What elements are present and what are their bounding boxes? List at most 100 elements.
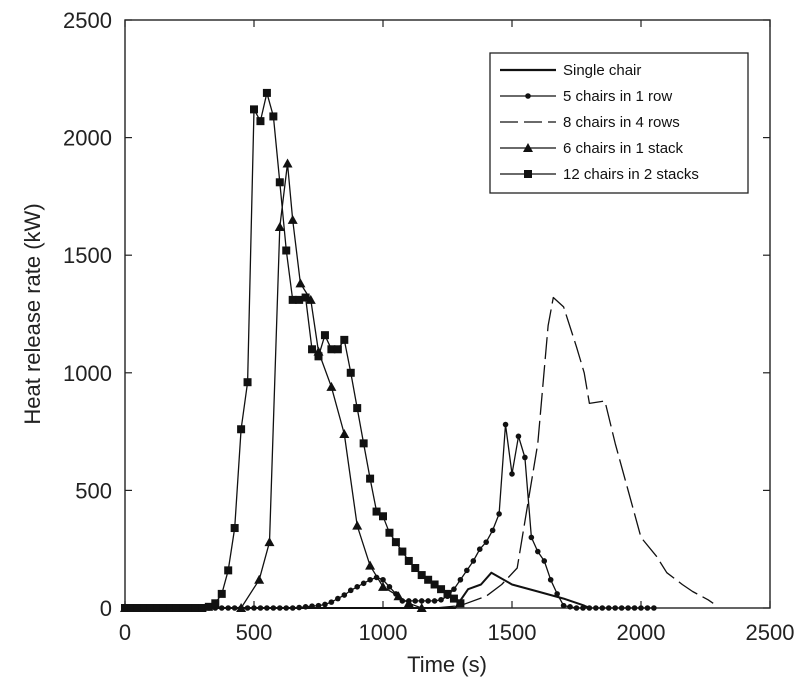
- 5-chairs-in-1-row-point: [560, 602, 567, 609]
- 5-chairs-in-1-row-point: [509, 471, 515, 477]
- y-axis-label: Heat release rate (kW): [20, 203, 45, 424]
- 12-chairs-in-2-stacks-point: [314, 352, 323, 361]
- 5-chairs-in-1-row-point: [573, 605, 580, 611]
- 5-chairs-in-1-row-point: [567, 604, 573, 610]
- 6-chairs-in-1-stack-point: [264, 537, 275, 547]
- legend-entry-6-chairs-in-1-stack: 6 chairs in 1 stack: [500, 140, 684, 157]
- y-tick-label: 2000: [63, 126, 112, 151]
- 12-chairs-in-2-stacks-point: [385, 528, 394, 537]
- 5-chairs-in-1-row-point: [354, 584, 361, 590]
- legend-12-chairs-in-2-stacks-point: [524, 170, 532, 178]
- legend-label: 12 chairs in 2 stacks: [563, 166, 699, 183]
- 12-chairs-in-2-stacks-point: [301, 293, 310, 302]
- 5-chairs-in-1-row-point: [580, 605, 586, 611]
- legend-entry-5-chairs-in-1-row: 5 chairs in 1 row: [500, 88, 672, 105]
- 12-chairs-in-2-stacks-point: [308, 345, 317, 354]
- y-tick-label: 2500: [63, 8, 112, 33]
- 5-chairs-in-1-row-point: [541, 558, 548, 564]
- 12-chairs-in-2-stacks-point: [372, 507, 381, 516]
- 12-chairs-in-2-stacks-point: [327, 345, 336, 354]
- 5-chairs-in-1-row-point: [302, 604, 309, 610]
- 6-chairs-in-1-stack-point: [236, 603, 247, 612]
- y-tick-label: 1000: [63, 361, 112, 386]
- 12-chairs-in-2-stacks-point: [191, 604, 200, 612]
- 12-chairs-in-2-stacks-point: [262, 88, 271, 97]
- 12-chairs-in-2-stacks-point: [179, 604, 188, 612]
- 5-chairs-in-1-row-point: [586, 605, 593, 611]
- 5-chairs-in-1-row-point: [470, 558, 477, 564]
- 12-chairs-in-2-stacks-point: [398, 547, 407, 556]
- 6-chairs-in-1-stack-point: [339, 428, 350, 438]
- 5-chairs-in-1-row-point: [522, 454, 528, 461]
- 12-chairs-in-2-stacks-point: [224, 566, 233, 575]
- 5-chairs-in-1-row-point: [425, 598, 431, 604]
- legend-6-chairs-in-1-stack-point: [523, 143, 533, 152]
- 5-chairs-in-1-row-point: [289, 605, 296, 611]
- 12-chairs-in-2-stacks-point: [411, 564, 420, 573]
- 12-chairs-in-2-stacks-point: [159, 604, 168, 612]
- 12-chairs-in-2-stacks-point: [379, 512, 387, 521]
- 6-chairs-in-1-stack-point: [254, 574, 265, 584]
- 5-chairs-in-1-row-point: [651, 605, 657, 611]
- 12-chairs-in-2-stacks-point: [295, 295, 304, 304]
- series-12-chairs-in-2-stacks: [121, 88, 465, 612]
- legend-label: 8 chairs in 4 rows: [563, 114, 680, 131]
- 5-chairs-in-1-row-point: [644, 605, 651, 611]
- 6-chairs-in-1-stack-point: [326, 381, 337, 391]
- series-layer: [120, 88, 714, 612]
- 12-chairs-in-2-stacks-point: [346, 368, 355, 377]
- x-axis-label: Time (s): [407, 652, 487, 677]
- 5-chairs-in-1-row-point: [535, 548, 541, 555]
- 6-chairs-in-1-stack-point: [287, 214, 298, 224]
- 12-chairs-in-2-stacks-point: [243, 378, 252, 387]
- 5-chairs-in-1-row-point: [483, 539, 490, 545]
- 5-chairs-in-1-row-point: [528, 534, 535, 541]
- 12-chairs-in-2-stacks-point: [153, 604, 162, 612]
- 6-chairs-in-1-stack-point: [305, 294, 316, 304]
- 5-chairs-in-1-row-point: [328, 599, 335, 605]
- 5-chairs-in-1-row-point: [605, 605, 612, 611]
- 12-chairs-in-2-stacks-point: [417, 571, 426, 580]
- 5-chairs-in-1-row-point: [502, 421, 509, 428]
- 12-chairs-in-2-stacks-point: [366, 474, 375, 483]
- 12-chairs-in-2-stacks-point: [282, 246, 291, 255]
- 5-chairs-in-1-row-point: [412, 598, 419, 604]
- 12-chairs-in-2-stacks-point: [288, 295, 297, 304]
- 5-chairs-in-1-row-point: [618, 605, 625, 611]
- x-tick-label: 500: [236, 620, 273, 645]
- 5-chairs-in-1-row-point: [360, 580, 367, 587]
- 12-chairs-in-2-stacks-point: [211, 599, 220, 608]
- y-axis-ticks: 0 500 1000 1500 2000 2500: [63, 8, 770, 621]
- x-tick-label: 1500: [488, 620, 537, 645]
- 12-chairs-in-2-stacks-point: [443, 589, 452, 598]
- series-6-chairs-in-1-stack: [120, 158, 427, 612]
- 6-chairs-in-1-stack-point: [416, 603, 427, 612]
- legend-entry-12-chairs-in-2-stacks: 12 chairs in 2 stacks: [500, 166, 699, 183]
- 12-chairs-in-2-stacks-point: [456, 599, 465, 608]
- legend-entry-single-chair: Single chair: [500, 62, 641, 79]
- series-line-single-chair: [125, 571, 590, 609]
- series-line-6-chairs-in-1-stack: [125, 162, 422, 609]
- 6-chairs-in-1-stack-point: [352, 520, 363, 530]
- 5-chairs-in-1-row-point: [625, 605, 631, 611]
- 12-chairs-in-2-stacks-point: [269, 112, 278, 121]
- 5-chairs-in-1-row-point: [457, 576, 464, 583]
- 12-chairs-in-2-stacks-point: [172, 604, 181, 612]
- 12-chairs-in-2-stacks-point: [250, 105, 258, 114]
- 12-chairs-in-2-stacks-point: [340, 335, 349, 344]
- 5-chairs-in-1-row-point: [257, 605, 264, 611]
- x-tick-label: 1000: [359, 620, 408, 645]
- 5-chairs-in-1-row-point: [315, 602, 322, 609]
- y-tick-label: 500: [75, 478, 112, 503]
- 12-chairs-in-2-stacks-point: [198, 604, 207, 612]
- 12-chairs-in-2-stacks-point: [185, 604, 194, 612]
- 6-chairs-in-1-stack-point: [282, 158, 293, 168]
- 12-chairs-in-2-stacks-point: [127, 604, 136, 612]
- 5-chairs-in-1-row-point: [341, 592, 348, 598]
- legend-box: [489, 52, 749, 194]
- 6-chairs-in-1-stack-point: [295, 278, 306, 288]
- 5-chairs-in-1-row-point: [451, 586, 457, 592]
- 6-chairs-in-1-stack-point: [365, 560, 376, 570]
- 5-chairs-in-1-row-point: [347, 587, 354, 594]
